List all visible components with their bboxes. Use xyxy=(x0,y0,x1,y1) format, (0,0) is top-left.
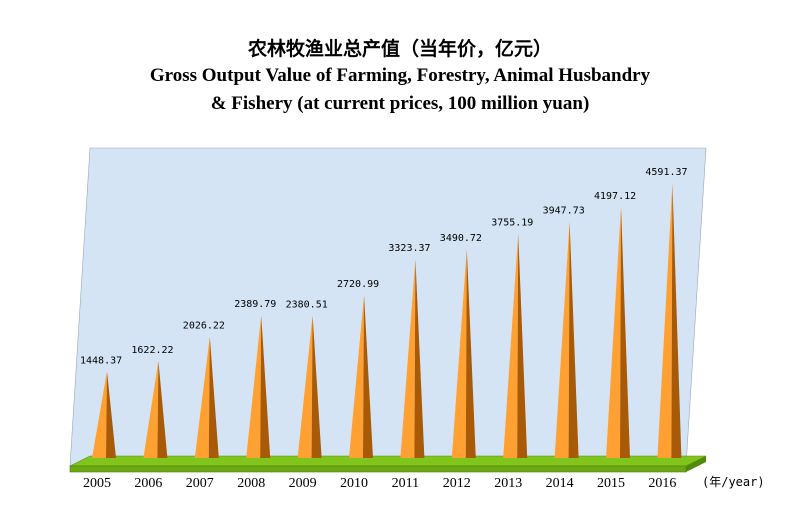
bar-shade-2014 xyxy=(568,221,579,458)
bar-2007 xyxy=(194,336,210,458)
bar-2009 xyxy=(297,315,313,458)
value-label-2011: 3323.37 xyxy=(388,243,430,254)
floor-front xyxy=(69,465,687,473)
chart-bars xyxy=(92,183,682,458)
bar-2016 xyxy=(657,183,673,458)
bar-2012 xyxy=(451,249,467,458)
bar-shade-2007 xyxy=(208,336,219,458)
value-label-2009: 2380.51 xyxy=(286,300,328,311)
value-label-2012: 3490.72 xyxy=(440,233,482,244)
bar-2005 xyxy=(92,371,107,458)
chart-title-en-line2: & Fishery (at current prices, 100 millio… xyxy=(210,93,590,114)
bar-shade-2016 xyxy=(671,183,682,458)
chart-value-labels: 1448.37 1622.22 2026.22 2389.79 2380.51 2720.… xyxy=(80,167,688,366)
bar-shade-2011 xyxy=(414,259,425,458)
chart-title-cn: 农林牧渔业总产值（当年价，亿元） xyxy=(247,38,552,60)
bar-shade-2015 xyxy=(620,206,630,458)
x-tick-2016: 2016 xyxy=(648,476,676,491)
x-tick-2006: 2006 xyxy=(134,476,162,491)
x-tick-2008: 2008 xyxy=(237,476,265,491)
bar-2014 xyxy=(554,221,570,458)
bar-2011 xyxy=(400,259,416,458)
bar-shade-2006 xyxy=(157,360,168,458)
x-tick-2014: 2014 xyxy=(546,476,574,491)
x-tick-2010: 2010 xyxy=(340,476,368,491)
chart-title-en-line1: Gross Output Value of Farming, Forestry,… xyxy=(149,65,651,86)
floor-side xyxy=(686,456,706,472)
value-label-2013: 3755.19 xyxy=(491,217,533,228)
value-label-2010: 2720.99 xyxy=(337,279,379,290)
bar-2010 xyxy=(349,295,364,458)
x-axis-unit-label: (年/year) xyxy=(702,475,765,489)
x-tick-2009: 2009 xyxy=(289,476,317,491)
bar-2015 xyxy=(606,206,621,458)
x-tick-2011: 2011 xyxy=(392,476,419,491)
value-label-2008: 2389.79 xyxy=(234,299,276,310)
x-tick-2007: 2007 xyxy=(186,476,214,491)
value-label-2007: 2026.22 xyxy=(183,321,225,332)
chart-title: 农林牧渔业总产值（当年价，亿元） Gross Output Value of F… xyxy=(0,36,800,118)
bar-shade-2005 xyxy=(106,371,116,458)
value-label-2005: 1448.37 xyxy=(80,355,122,366)
x-tick-2012: 2012 xyxy=(443,476,471,491)
value-label-2015: 4197.12 xyxy=(594,191,636,202)
x-tick-2015: 2015 xyxy=(597,476,625,491)
value-label-2016: 4591.37 xyxy=(645,167,687,178)
bar-shade-2008 xyxy=(260,314,271,458)
bar-shade-2013 xyxy=(517,233,528,458)
chart-x-tick-labels: 2005 2006 2007 2008 2009 2010 2011 2012 2013 2014… xyxy=(83,476,676,491)
bar-shade-2012 xyxy=(465,249,476,458)
bar-2013 xyxy=(503,233,519,458)
bar-2006 xyxy=(143,360,159,458)
bar-2008 xyxy=(246,314,262,458)
bar-shade-2010 xyxy=(363,295,373,458)
value-label-2014: 3947.73 xyxy=(543,206,585,217)
x-tick-2013: 2013 xyxy=(494,476,522,491)
value-label-2006: 1622.22 xyxy=(131,345,173,356)
x-tick-2005: 2005 xyxy=(83,476,111,491)
chart-backdrop xyxy=(69,147,707,473)
bar-shade-2009 xyxy=(311,315,322,458)
